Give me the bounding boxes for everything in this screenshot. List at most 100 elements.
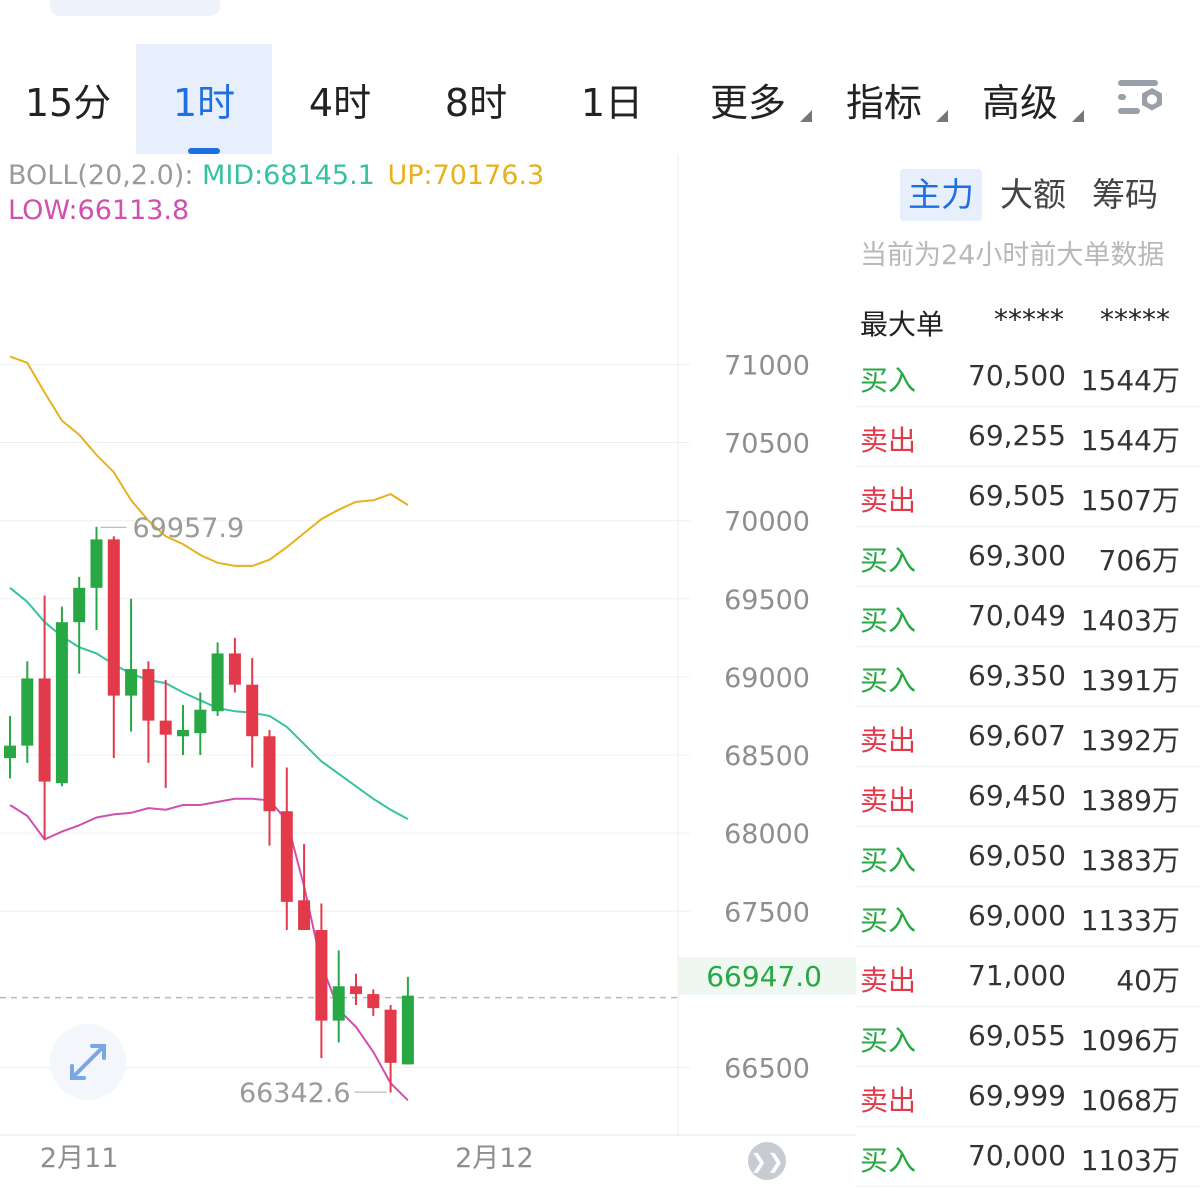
row-divider — [856, 1006, 1200, 1007]
candle — [263, 730, 276, 846]
boll-name: BOLL(20,2.0): — [8, 160, 194, 191]
big-order-panel: 主力 大额 筹码 当前为24小时前大单数据 最大单 ***** ***** 买入… — [856, 155, 1200, 1187]
order-price: 69,450 — [968, 779, 1066, 812]
order-side: 买入 — [860, 544, 917, 577]
order-amount: 706万 — [1098, 544, 1180, 577]
order-amount: 1403万 — [1080, 604, 1180, 637]
order-amount: 40万 — [1116, 964, 1180, 997]
panel-tabs: 主力 大额 筹码 — [900, 169, 1176, 221]
row-divider — [856, 466, 1200, 467]
order-row: 卖出 69,255 1544万 — [856, 407, 1200, 467]
row-divider — [856, 646, 1200, 647]
tab-large-orders[interactable]: 大额 — [1000, 175, 1066, 214]
row-divider — [856, 706, 1200, 707]
candle — [211, 642, 224, 716]
candle-body — [4, 745, 16, 759]
panel-note: 当前为24小时前大单数据 — [860, 240, 1165, 271]
tab-indicators[interactable]: 指标 — [816, 44, 952, 154]
candle — [55, 606, 68, 787]
tab-label: 4时 — [308, 80, 372, 125]
boll-bands — [9, 355, 409, 1102]
fullscreen-button[interactable] — [50, 1024, 126, 1100]
order-side: 卖出 — [860, 784, 917, 817]
candle — [4, 715, 16, 779]
order-amount: 1068万 — [1080, 1084, 1180, 1117]
candle — [315, 903, 328, 1059]
dropdown-corner-icon — [1072, 110, 1084, 122]
candle-body — [246, 684, 259, 737]
candle — [159, 680, 172, 788]
boll-low: LOW:66113.8 — [8, 195, 190, 226]
order-row: 卖出 69,450 1389万 — [856, 767, 1200, 827]
order-price: 70,000 — [968, 1139, 1066, 1172]
candlestick-chart[interactable]: 71000 70500 70000 69500 69000 68500 68000 67500… — [0, 155, 856, 1182]
order-price: 69,255 — [968, 419, 1066, 452]
tab-1h[interactable]: 1时 — [136, 44, 272, 154]
y-tick-label: 71000 — [724, 350, 810, 381]
order-row: 买入 70,049 1403万 — [856, 587, 1200, 647]
order-amount: 1389万 — [1080, 784, 1180, 817]
order-price: 69,607 — [968, 719, 1066, 752]
candle — [246, 658, 259, 768]
y-tick-label: 68000 — [724, 819, 810, 850]
tab-4h[interactable]: 4时 — [272, 44, 408, 154]
row-divider — [856, 586, 1200, 587]
tab-label: 15分 — [24, 80, 112, 125]
skip-to-latest-button[interactable]: ❯❯ — [748, 1142, 786, 1180]
candle-body — [142, 669, 155, 721]
dropdown-corner-icon — [936, 110, 948, 122]
order-side: 买入 — [860, 1024, 917, 1057]
order-row: 买入 69,300 706万 — [856, 527, 1200, 587]
y-tick-label: 66500 — [724, 1054, 810, 1085]
tab-advanced[interactable]: 高级 — [952, 44, 1088, 154]
candle — [142, 661, 155, 763]
order-side: 卖出 — [860, 964, 917, 997]
candle-body — [90, 539, 103, 588]
last-price-value: 66947.0 — [706, 959, 822, 993]
candle-body — [228, 653, 241, 685]
skip-to-latest-icon: ❯❯ — [750, 1149, 784, 1173]
active-tab-indicator — [188, 148, 220, 154]
candle — [228, 637, 241, 693]
panel-header: 最大单 ***** ***** — [860, 295, 1200, 345]
header-col1: ***** — [994, 303, 1064, 336]
order-side: 卖出 — [860, 1084, 917, 1117]
order-price: 71,000 — [968, 959, 1066, 992]
tab-15m[interactable]: 15分 — [0, 44, 136, 154]
order-price: 69,505 — [968, 479, 1066, 512]
dropdown-corner-icon — [800, 110, 812, 122]
x-tick-label: 2月11 — [40, 1143, 119, 1174]
candle — [332, 950, 345, 1043]
order-side: 买入 — [860, 364, 917, 397]
candle-body — [384, 1009, 397, 1063]
order-row: 买入 69,055 1096万 — [856, 1007, 1200, 1067]
extreme-markers: 69957.9 66342.6 — [100, 513, 387, 1109]
order-amount: 1383万 — [1080, 844, 1180, 877]
tab-main-force[interactable]: 主力 — [900, 169, 982, 221]
candle-body — [367, 994, 380, 1009]
chart-settings-button[interactable] — [1112, 74, 1172, 126]
tab-more[interactable]: 更多 — [680, 44, 816, 154]
order-amount: 1391万 — [1080, 664, 1180, 697]
header-col2: ***** — [1100, 303, 1170, 336]
candle — [21, 661, 34, 763]
top-nav-pill[interactable] — [50, 0, 220, 16]
tab-1d[interactable]: 1日 — [544, 44, 680, 154]
y-tick-label: 70500 — [724, 429, 810, 460]
order-price: 69,055 — [968, 1019, 1066, 1052]
row-divider — [856, 406, 1200, 407]
tab-chips[interactable]: 筹码 — [1092, 175, 1158, 214]
order-amount: 1392万 — [1080, 724, 1180, 757]
order-side: 买入 — [860, 664, 917, 697]
order-row: 卖出 69,505 1507万 — [856, 467, 1200, 527]
order-amount: 1544万 — [1080, 364, 1180, 397]
candle-body — [315, 930, 328, 1021]
low-marker-label: 66342.6 — [239, 1078, 351, 1109]
candle — [90, 526, 103, 630]
order-row: 买入 69,350 1391万 — [856, 647, 1200, 707]
row-divider — [856, 886, 1200, 887]
candle — [107, 536, 120, 759]
candle — [280, 767, 293, 930]
row-divider — [856, 946, 1200, 947]
tab-8h[interactable]: 8时 — [408, 44, 544, 154]
